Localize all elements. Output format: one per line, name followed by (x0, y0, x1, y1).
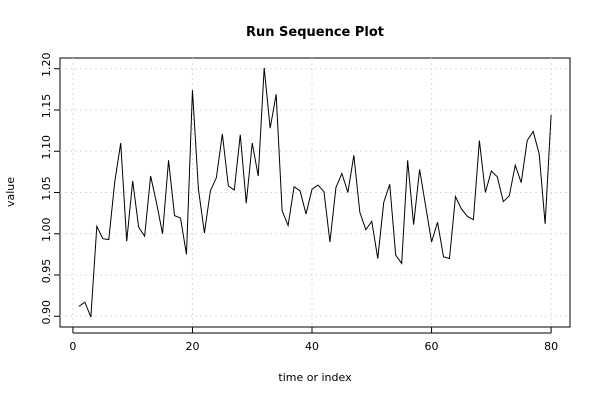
x-tick-label: 40 (305, 340, 319, 353)
y-tick-label: 1.00 (40, 218, 53, 243)
y-tick-label: 0.95 (40, 259, 53, 284)
chart-title: Run Sequence Plot (246, 25, 384, 40)
x-axis-label: time or index (278, 371, 352, 384)
data-line (78, 67, 552, 318)
x-tick-label: 20 (185, 340, 199, 353)
x-tick-label: 80 (544, 340, 558, 353)
y-axis-label: value (4, 177, 17, 207)
y-tick-label: 1.20 (40, 52, 53, 77)
x-tick-label: 60 (425, 340, 439, 353)
y-tick-label: 1.10 (40, 135, 53, 160)
y-tick-label: 0.90 (40, 300, 53, 325)
y-tick-label: 1.15 (40, 94, 53, 119)
y-tick-label: 1.05 (40, 176, 53, 201)
x-tick-label: 0 (69, 340, 76, 353)
